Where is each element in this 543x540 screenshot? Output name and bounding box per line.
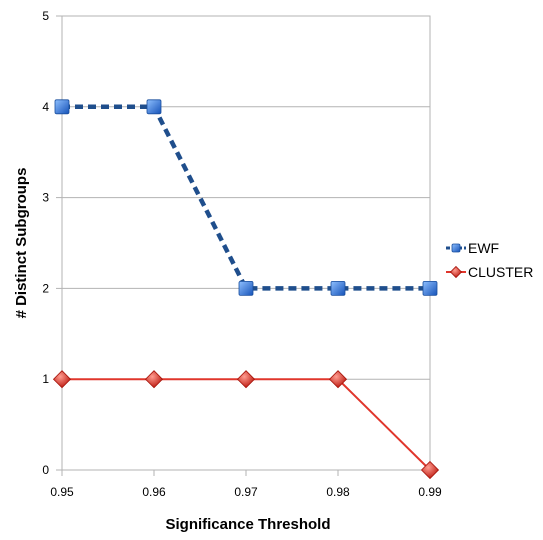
series-layer bbox=[52, 99, 440, 480]
legend-label: CLUSTER bbox=[468, 264, 533, 280]
legend-marker bbox=[451, 243, 461, 253]
x-tick-label: 0.97 bbox=[234, 485, 258, 499]
y-axis-ticks: 0 1 2 3 4 5 bbox=[42, 9, 62, 477]
data-point-ewf bbox=[422, 280, 438, 296]
x-axis-title: Significance Threshold bbox=[165, 516, 330, 533]
x-tick-label: 0.95 bbox=[50, 485, 74, 499]
series-ewf bbox=[54, 99, 438, 296]
series-line-cluster bbox=[62, 378, 431, 471]
y-tick-label: 2 bbox=[42, 281, 49, 295]
series-line-ewf bbox=[62, 104, 430, 291]
gridlines bbox=[62, 15, 430, 471]
legend-item-ewf: EWF bbox=[446, 240, 499, 256]
data-point-ewf bbox=[330, 280, 346, 296]
y-axis-title: # Distinct Subgroups bbox=[13, 168, 30, 319]
y-tick-label: 0 bbox=[42, 463, 49, 477]
legend: EWF CLUSTER bbox=[446, 240, 533, 280]
x-axis-ticks: 0.95 0.96 0.97 0.98 0.99 bbox=[50, 470, 442, 499]
data-point-cluster bbox=[420, 460, 440, 480]
data-point-cluster bbox=[144, 370, 164, 389]
data-point-ewf bbox=[54, 99, 70, 115]
data-point-cluster bbox=[236, 370, 256, 389]
x-tick-label: 0.96 bbox=[142, 485, 166, 499]
y-tick-label: 1 bbox=[42, 372, 49, 386]
data-point-ewf bbox=[146, 99, 162, 115]
legend-item-cluster: CLUSTER bbox=[446, 264, 533, 280]
legend-label: EWF bbox=[468, 240, 499, 256]
data-point-cluster bbox=[328, 370, 348, 389]
series-cluster bbox=[52, 370, 440, 480]
y-tick-label: 5 bbox=[42, 9, 49, 23]
legend-marker bbox=[449, 265, 463, 279]
x-tick-label: 0.98 bbox=[326, 485, 350, 499]
y-tick-label: 4 bbox=[42, 100, 49, 114]
data-point-cluster bbox=[52, 370, 72, 389]
plot-area bbox=[61, 15, 431, 471]
data-point-ewf bbox=[238, 280, 254, 296]
y-tick-label: 3 bbox=[42, 191, 49, 205]
x-tick-label: 0.99 bbox=[418, 485, 442, 499]
